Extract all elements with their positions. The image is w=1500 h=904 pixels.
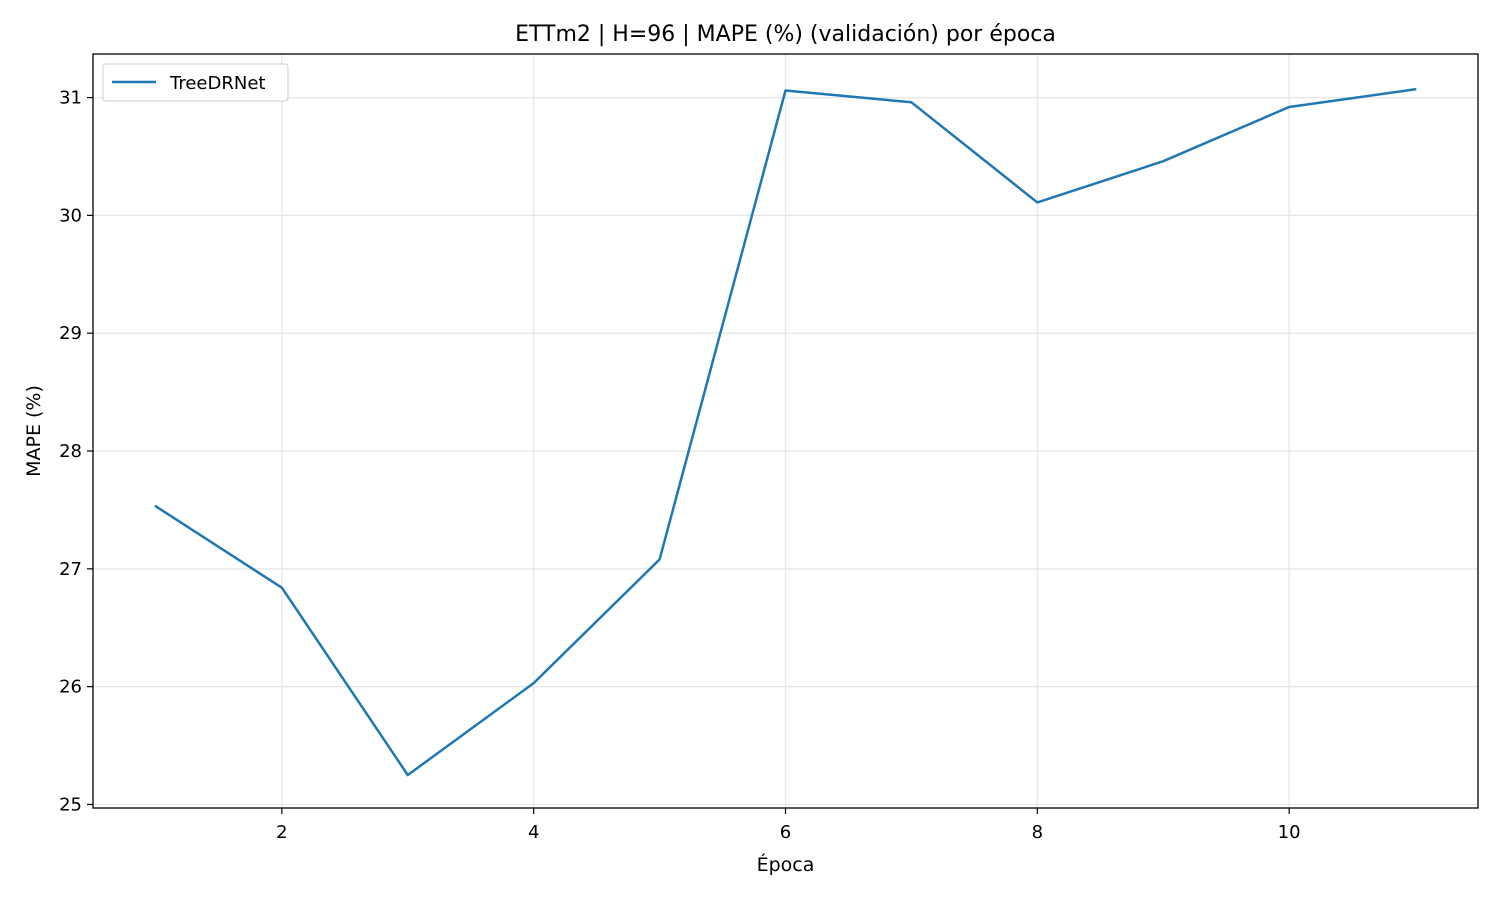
y-tick-label: 31 <box>59 88 82 109</box>
legend-box <box>102 63 289 102</box>
legend: TreeDRNet <box>102 63 289 102</box>
y-tick-label: 26 <box>59 677 82 698</box>
x-axis-label: Época <box>757 853 815 876</box>
axis-ticks: 2 4 6 8 10 25 26 27 28 29 30 31 <box>59 88 1300 843</box>
series-line-treedrnet <box>154 87 1417 777</box>
chart-title: ETTm2 | H=96 | MAPE (%) (validación) por… <box>515 22 1056 47</box>
y-tick-label: 27 <box>59 559 82 580</box>
x-tick-label: 2 <box>276 822 287 843</box>
grid-lines <box>93 54 1478 808</box>
x-tick-label: 10 <box>1278 822 1301 843</box>
y-axis-label: MAPE (%) <box>23 385 45 477</box>
y-tick-label: 29 <box>59 323 82 344</box>
legend-label: TreeDRNet <box>169 73 265 94</box>
series-lines <box>154 87 1417 777</box>
y-tick-label: 30 <box>59 205 82 226</box>
x-tick-label: 8 <box>1032 822 1043 843</box>
x-tick-label: 6 <box>780 822 791 843</box>
x-tick-label: 4 <box>528 822 539 843</box>
y-tick-label: 28 <box>59 441 82 462</box>
y-tick-label: 25 <box>59 794 82 815</box>
